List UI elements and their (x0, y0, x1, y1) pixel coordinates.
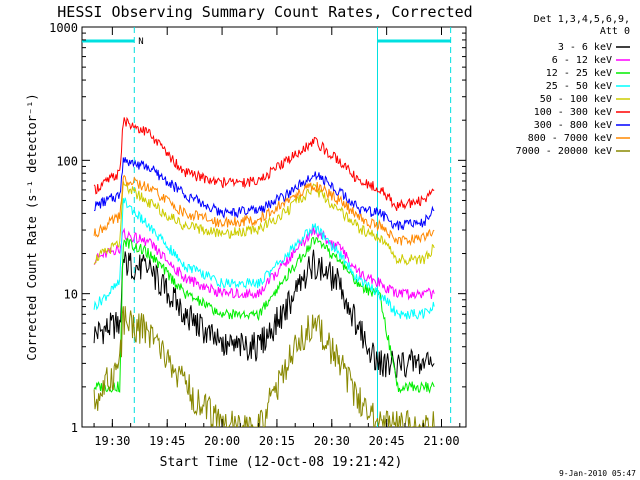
x-tick-label: 20:45 (369, 434, 405, 448)
series-layer (93, 116, 435, 427)
legend-entry-label: 800 - 7000 keV (528, 133, 612, 144)
legend-entry-label: 25 - 50 keV (546, 81, 612, 92)
x-axis-label: Start Time (12-Oct-08 19:21:42) (160, 455, 403, 470)
y-axis-label: Corrected Count Rate (s⁻¹ detector⁻¹) (25, 93, 39, 360)
y-tick-label: 1 (71, 421, 78, 435)
x-tick-label: 19:45 (149, 434, 185, 448)
x-tick-label: 20:00 (204, 434, 240, 448)
legend: Det 1,3,4,5,6,9,Att 0 3 - 6 keV 6 - 12 keV… (516, 14, 630, 157)
series-line (93, 116, 435, 211)
legend-entry-label: 50 - 100 keV (540, 94, 612, 105)
x-tick-label: 19:30 (94, 434, 130, 448)
series-line (93, 181, 435, 266)
legend-entry-label: 7000 - 20000 keV (516, 146, 612, 157)
legend-header: Att 0 (600, 26, 630, 37)
legend-entry-label: 3 - 6 keV (558, 42, 612, 53)
y-tick-label: 100 (56, 154, 78, 168)
footer-timestamp: 9-Jan-2010 05:47 (559, 469, 636, 478)
legend-entry-label: 12 - 25 keV (546, 68, 612, 79)
series-line (93, 197, 435, 320)
legend-entry-label: 100 - 300 keV (534, 107, 612, 118)
legend-header: Det 1,3,4,5,6,9, (534, 14, 630, 25)
chart-title: HESSI Observing Summary Count Rates, Cor… (57, 3, 472, 21)
x-tick-label: 20:15 (259, 434, 295, 448)
x-tick-label: 20:30 (314, 434, 350, 448)
series-line (93, 225, 435, 301)
series-line (93, 306, 435, 427)
series-line (93, 157, 435, 231)
legend-entry-label: 6 - 12 keV (552, 55, 612, 66)
night-bar-label: N (138, 37, 143, 47)
series-line (93, 174, 435, 247)
x-tick-label: 21:00 (423, 434, 459, 448)
y-tick-label: 10 (64, 288, 78, 302)
series-line (93, 249, 435, 379)
axis-layer: 1 10 100 1000 19:30 19:45 20:00 20:15 20:30 20:45… (49, 21, 466, 448)
plot-frame (81, 26, 467, 428)
y-tick-label: 1000 (49, 21, 78, 35)
legend-entry-label: 300 - 800 keV (534, 120, 612, 131)
